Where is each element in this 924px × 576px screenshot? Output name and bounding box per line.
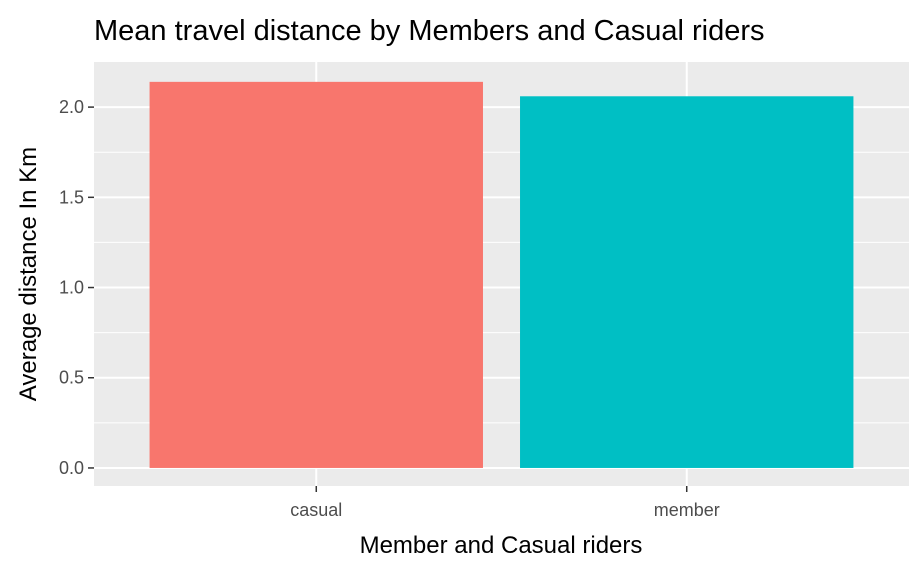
y-axis: 0.0 0.5 1.0 1.5 2.0 — [59, 97, 94, 478]
y-tick-label: 2.0 — [59, 97, 84, 117]
y-tick-label: 1.0 — [59, 278, 84, 298]
x-axis-title: Member and Casual riders — [360, 532, 643, 559]
y-axis-title: Average distance In Km — [15, 147, 42, 401]
x-axis: casual member — [290, 486, 720, 520]
chart-title: Mean travel distance by Members and Casu… — [94, 15, 765, 47]
y-tick-label: 0.0 — [59, 458, 84, 478]
bar-casual — [149, 81, 483, 468]
bar-member — [520, 96, 854, 468]
x-tick-label-member: member — [654, 500, 720, 520]
y-tick-label: 0.5 — [59, 368, 84, 388]
x-tick-label-casual: casual — [290, 500, 342, 520]
bars — [149, 81, 854, 468]
y-tick-label: 1.5 — [59, 187, 84, 207]
